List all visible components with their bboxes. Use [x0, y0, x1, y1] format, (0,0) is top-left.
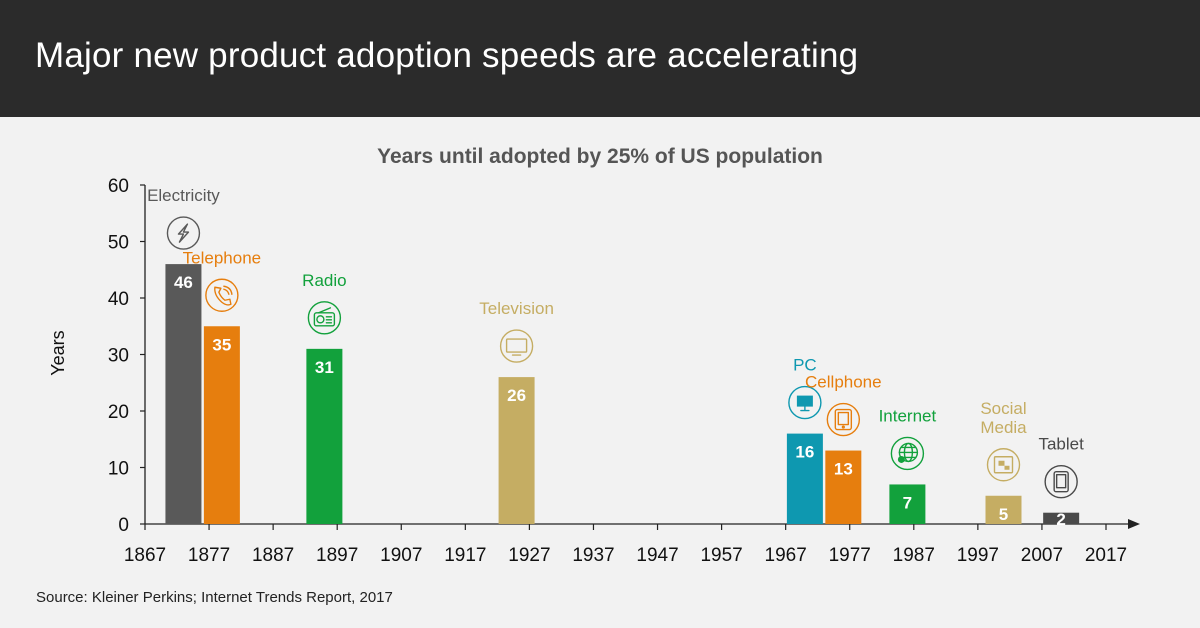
- tablet-icon: [1044, 465, 1078, 499]
- x-tick-label: 1877: [188, 545, 230, 566]
- chart-title: Years until adopted by 25% of US populat…: [377, 145, 823, 168]
- x-tick-label: 1927: [508, 545, 550, 566]
- bar-value-label: 16: [795, 443, 814, 462]
- y-tick-label: 20: [108, 402, 129, 423]
- x-tick-label: 1917: [444, 545, 486, 566]
- icon-glyph: [316, 315, 325, 324]
- icon-glyph: [177, 223, 190, 243]
- bar-radio: [306, 348, 343, 524]
- x-tick-label: 1957: [700, 545, 742, 566]
- bar-name-label: Internet: [879, 406, 937, 425]
- icon-glyph: [1055, 474, 1067, 489]
- lightning-icon: [166, 216, 201, 250]
- icon-glyph: [1004, 465, 1010, 470]
- bar-labels: 46 Electricity 35 Telephone 31 Radio 26 Televis…: [147, 186, 1084, 529]
- bars: [165, 264, 1080, 524]
- icon-ring: [205, 278, 239, 312]
- axes: 0 10 20 30 40 50 60 1867 1877 1887 1897 1907 1917 192…: [108, 176, 1140, 566]
- x-tick-label: 1967: [765, 545, 807, 566]
- x-tick-label: 2007: [1021, 545, 1063, 566]
- icon-glyph: [796, 395, 813, 407]
- icon-glyph: [993, 456, 1014, 474]
- x-tick-label: 1937: [572, 545, 614, 566]
- icon-ring: [307, 301, 342, 335]
- bar-television: [498, 377, 535, 524]
- icon-glyph: [1053, 471, 1069, 493]
- x-tick-label: 1897: [316, 545, 358, 566]
- bar-name-label: PC: [793, 356, 817, 375]
- icon-glyph: [313, 312, 336, 327]
- bar-value-label: 2: [1056, 510, 1065, 529]
- bar-pc: [786, 433, 823, 524]
- x-tick-label: 1997: [957, 545, 999, 566]
- icon-glyph: [898, 446, 919, 459]
- x-axis-arrow: [1128, 519, 1140, 529]
- icon-glyph: [834, 408, 853, 431]
- bar-value-label: 13: [834, 460, 853, 479]
- bar-name-label: Cellphone: [805, 373, 882, 392]
- icon-glyph: [897, 455, 905, 463]
- bar-name-label: Telephone: [183, 248, 261, 267]
- icon-glyph: [317, 307, 333, 324]
- y-tick-label: 0: [118, 515, 129, 536]
- adoption-chart: Years until adopted by 25% of US populat…: [48, 145, 1140, 566]
- bar-value-label: 31: [315, 358, 334, 377]
- icon-ring: [166, 216, 201, 250]
- icon-ring: [826, 402, 861, 437]
- bar-value-label: 35: [212, 335, 231, 354]
- y-tick-label: 40: [108, 289, 129, 310]
- bar-name-label: Tablet: [1038, 435, 1084, 454]
- icon-ring: [890, 436, 925, 471]
- page-title: Major new product adoption speeds are ac…: [35, 36, 859, 75]
- icon-glyph: [223, 285, 233, 295]
- bar-electricity: [165, 264, 202, 524]
- x-tick-label: 1947: [636, 545, 678, 566]
- icon-ring: [986, 448, 1021, 482]
- icon-glyph: [837, 411, 850, 426]
- monitor-icon: [788, 385, 822, 420]
- icon-glyph: [214, 286, 232, 306]
- radio-icon: [307, 301, 342, 335]
- bar-name-label: Radio: [302, 271, 346, 290]
- bar-cellphone: [825, 450, 862, 524]
- bar-name-label: Social: [980, 399, 1026, 418]
- icon-glyph: [505, 338, 528, 353]
- bar-value-label: 5: [999, 505, 1008, 524]
- bar-social-media: [985, 495, 1022, 524]
- social-media-icon: [986, 448, 1021, 482]
- x-tick-label: 1977: [829, 545, 871, 566]
- bar-telephone: [203, 326, 240, 524]
- x-tick-label: 1987: [893, 545, 935, 566]
- icon-glyph: [800, 405, 810, 412]
- cellphone-icon: [826, 402, 861, 437]
- icon-glyph: [841, 425, 845, 429]
- bar-internet: [889, 484, 926, 524]
- bar-name-label: Media: [980, 418, 1027, 437]
- y-tick-label: 30: [108, 346, 129, 367]
- icon-ring: [788, 385, 822, 420]
- y-axis-label: Years: [48, 330, 68, 375]
- x-tick-label: 1887: [252, 545, 294, 566]
- bar-name-label: Television: [479, 299, 554, 318]
- x-tick-label: 1867: [124, 545, 166, 566]
- icon-ring: [1044, 465, 1078, 499]
- bar-value-label: 46: [174, 273, 193, 292]
- tv-icon: [499, 329, 534, 363]
- header-bar: Major new product adoption speeds are ac…: [0, 0, 1200, 117]
- bar-value-label: 26: [507, 386, 526, 405]
- y-tick-label: 10: [108, 459, 129, 480]
- bar-tablet: [1043, 512, 1080, 524]
- icon-glyph: [998, 460, 1005, 466]
- globe-icon: [890, 436, 925, 471]
- source-note: Source: Kleiner Perkins; Internet Trends…: [36, 589, 393, 606]
- x-tick-label: 2017: [1085, 545, 1127, 566]
- icon-ring: [499, 329, 534, 363]
- phone-icon: [205, 278, 239, 312]
- y-tick-label: 60: [108, 176, 129, 197]
- bar-value-label: 7: [903, 493, 912, 512]
- bar-name-label: Electricity: [147, 186, 220, 205]
- y-tick-label: 50: [108, 233, 129, 254]
- x-tick-label: 1907: [380, 545, 422, 566]
